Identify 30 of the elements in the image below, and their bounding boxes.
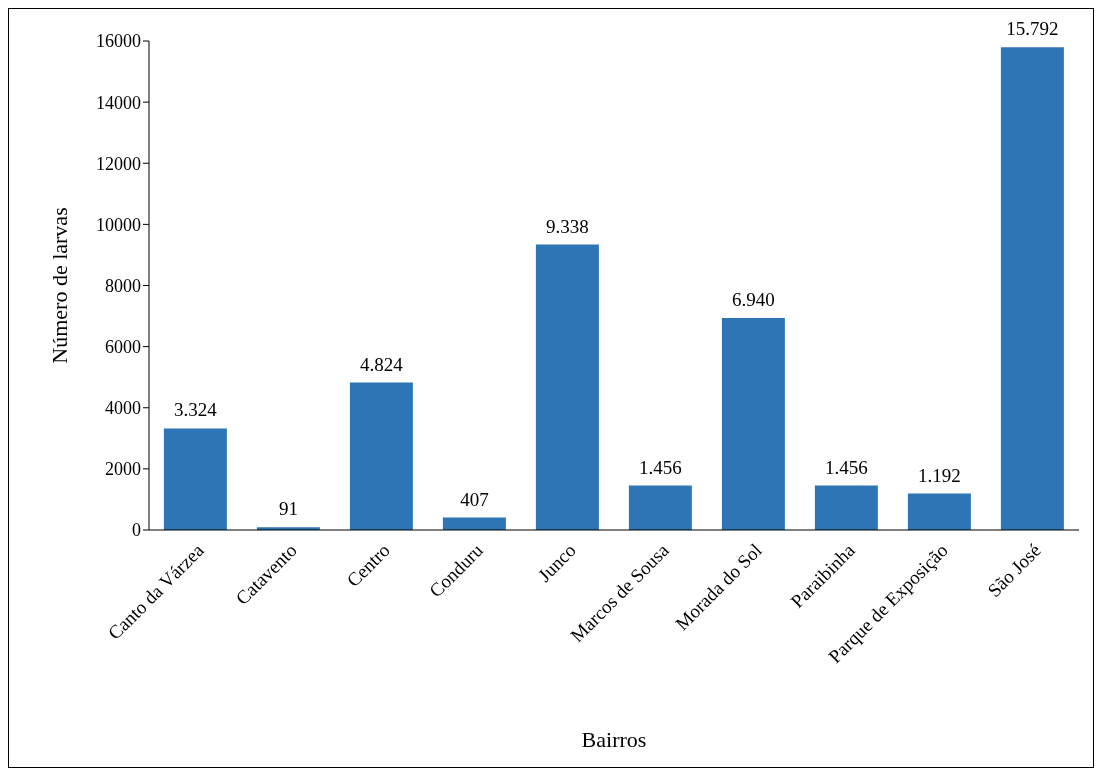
y-tick-label: 8000 (105, 275, 141, 296)
x-tick-label: São José (983, 539, 1045, 602)
bar (814, 485, 878, 530)
bar (349, 382, 413, 530)
bar (163, 428, 227, 530)
y-tick-label: 10000 (96, 214, 141, 235)
bar (535, 244, 599, 530)
y-tick-label: 12000 (96, 153, 141, 174)
y-axis-title: Número de larvas (46, 207, 72, 364)
y-tick-label: 16000 (96, 31, 141, 52)
bar (721, 317, 785, 530)
data-label: 4.824 (360, 353, 404, 375)
y-tick-label: 4000 (105, 398, 141, 419)
data-label: 6.940 (732, 288, 775, 310)
y-tick-label: 0 (132, 520, 141, 541)
data-label: 91 (278, 498, 298, 520)
data-label: 407 (460, 488, 489, 510)
x-axis-title: Bairros (581, 727, 647, 752)
data-label: 15.792 (1006, 18, 1059, 40)
bar (628, 485, 692, 530)
y-tick-label: 2000 (105, 459, 141, 480)
y-tick-label: 14000 (96, 92, 141, 113)
bar (1000, 47, 1064, 530)
bar (907, 493, 971, 530)
data-label: 9.338 (546, 215, 589, 237)
y-tick-label: 6000 (105, 337, 141, 358)
data-label: 1.456 (639, 456, 682, 478)
data-label: 1.456 (825, 456, 868, 478)
data-label: 1.192 (918, 464, 961, 486)
data-label: 3.324 (174, 399, 218, 421)
